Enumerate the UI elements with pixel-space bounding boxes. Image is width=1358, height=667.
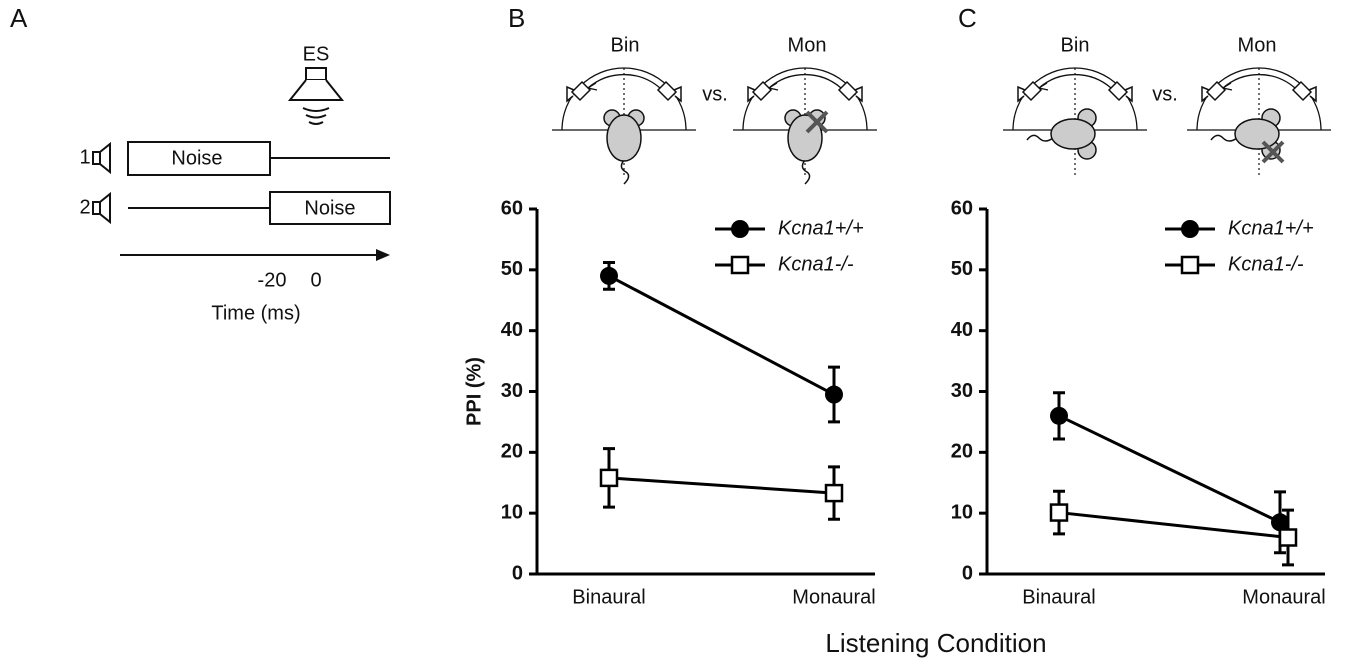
marker [1050,406,1068,425]
y-tick-label: 60 [501,197,523,219]
y-tick-label: 20 [951,441,973,463]
series-line [608,274,835,396]
marker [600,266,618,285]
speaker-icon [92,191,111,225]
x-tick-label: Monaural [792,586,875,608]
marker [825,385,843,404]
y-axis-title: PPI (%) [463,357,485,426]
noise-label: Noise [304,197,355,219]
illustration-label: vs. [702,83,728,105]
illustration-label: Bin [611,34,640,56]
speaker-number: 2 [79,196,90,218]
speaker-icon [92,141,111,175]
marker [1278,528,1298,547]
x-axis-title: Listening Condition [825,628,1046,658]
y-tick-label: 60 [951,197,973,219]
x-tick-label: Binaural [1022,586,1095,608]
time-arrow [120,249,390,261]
panel-label: C [958,3,977,33]
y-tick-label: 50 [501,258,523,280]
panel-label: B [508,3,525,33]
time-tick-label: -20 [258,269,287,291]
stimulus-label: ES [303,43,330,65]
illustration-label: Mon [1238,34,1277,56]
panel-label: A [10,3,28,33]
time-tick-label: 0 [310,269,321,291]
y-tick-label: 0 [512,562,523,584]
legend-marker [731,220,749,238]
legend-marker [730,255,750,275]
illustration [551,67,1332,185]
y-tick-label: 20 [501,441,523,463]
illustration-label: Mon [788,34,827,56]
y-tick-label: 40 [951,319,973,341]
x-tick-label: Monaural [1242,586,1325,608]
legend-label: Kcna1+/+ [778,217,864,239]
time-axis-label: Time (ms) [211,302,300,324]
speaker-number: 1 [79,146,90,168]
marker [824,483,844,503]
legend-label: Kcna1+/+ [1228,217,1314,239]
illustration-label: vs. [1152,83,1178,105]
legend-label: Kcna1-/- [1228,253,1304,275]
y-tick-label: 10 [501,501,523,523]
series-line [1058,511,1289,539]
y-tick-label: 10 [951,501,973,523]
marker [599,468,619,488]
legend-label: Kcna1-/- [778,253,854,275]
legend-marker [1180,255,1200,275]
series-line [1058,414,1281,524]
y-tick-label: 50 [951,258,973,280]
series-line [608,476,835,495]
y-tick-label: 30 [951,380,973,402]
noise-box [269,191,391,225]
noise-box [127,141,271,176]
marker [1271,513,1289,532]
startle-speaker [287,67,345,125]
illustration-label: Bin [1061,34,1090,56]
x-tick-label: Binaural [572,586,645,608]
noise-label: Noise [171,147,222,169]
legend-marker [1181,220,1199,238]
y-tick-label: 40 [501,319,523,341]
marker [1049,503,1069,522]
y-tick-label: 0 [962,562,973,584]
y-tick-label: 30 [501,380,523,402]
